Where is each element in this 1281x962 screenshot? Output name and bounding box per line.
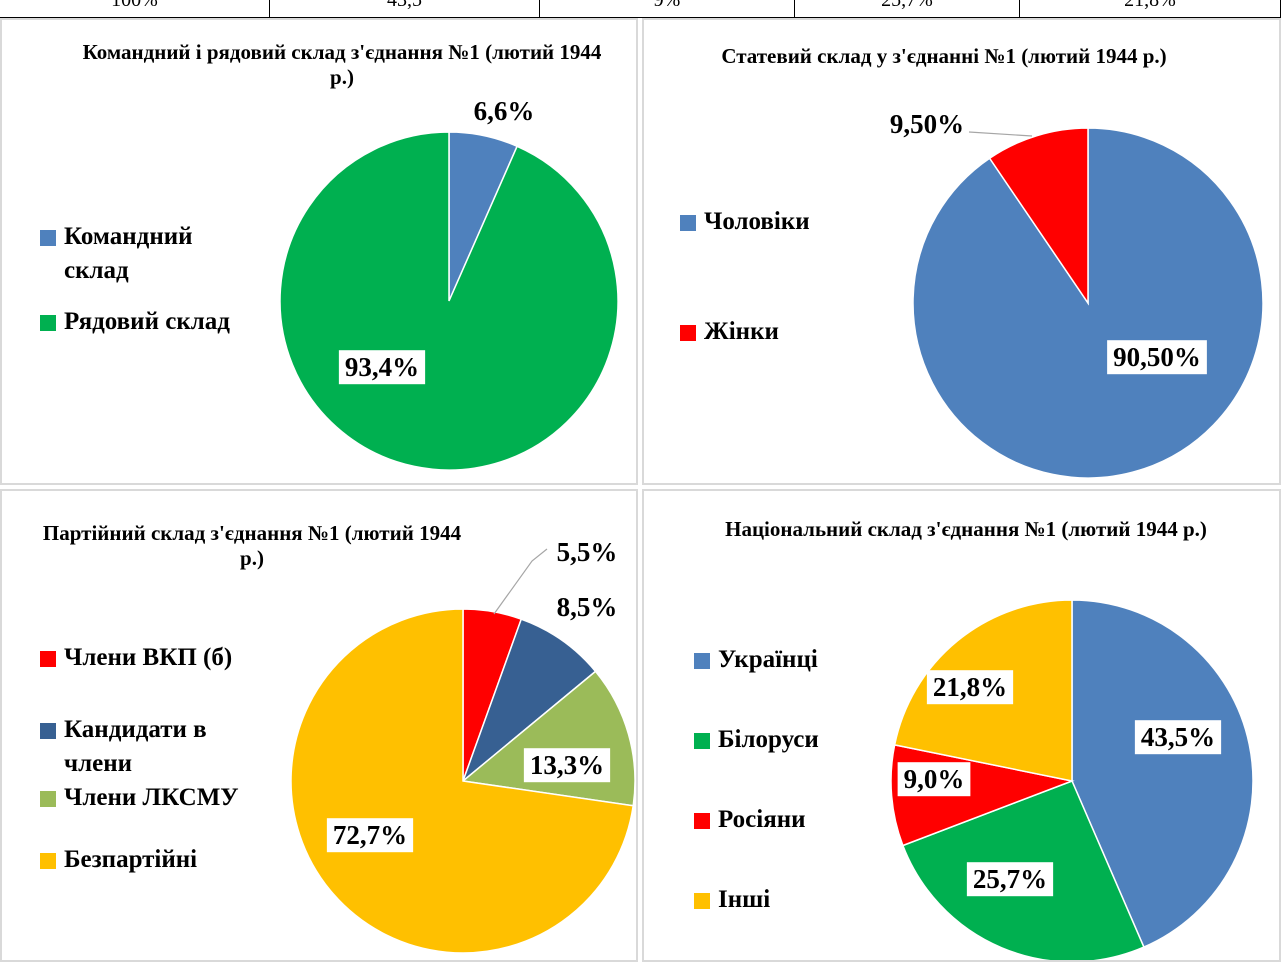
chart-title: Національний склад з'єднання №1 (лютий 1…	[725, 517, 1207, 541]
legend-swatch	[694, 813, 710, 829]
pie-slice	[461, 618, 597, 784]
chart-title: Партійний склад з'єднання №1 (лютий 1944…	[42, 521, 462, 570]
legend-label: Безпартійні	[64, 846, 198, 873]
legend-label: Члени ЛКСМУ	[64, 784, 239, 811]
label-box	[926, 670, 1014, 705]
label-box	[326, 818, 414, 853]
legend-item: Командний склад	[40, 220, 254, 288]
legend-swatch	[40, 651, 56, 667]
legend-item: Кандидати в члени	[40, 713, 254, 781]
table-cell: 21,8%	[1020, 0, 1281, 17]
data-label: 90,50%	[1113, 342, 1201, 372]
legend-label: Члени ВКП (б)	[64, 644, 233, 671]
data-label: 72,7%	[333, 820, 407, 850]
legend-item: Інші	[694, 883, 908, 917]
legend-item: Жінки	[680, 315, 894, 349]
pie-slice	[988, 127, 1089, 306]
legend-item: Члени ВКП (б)	[40, 641, 254, 675]
data-label: 9,0%	[904, 764, 965, 794]
legend-item: Рядовий склад	[40, 305, 254, 339]
pie-chart: 90,50% 9,50%	[890, 109, 1264, 479]
legend-label: Українці	[718, 646, 818, 673]
chart-title: Статевий склад у з'єднанні №1 (лютий 194…	[721, 44, 1167, 68]
legend-item: Члени ЛКСМУ	[40, 781, 254, 815]
legend-label: Рядовий склад	[64, 308, 230, 335]
table-cell: 25,7%	[795, 0, 1020, 17]
legend-swatch	[40, 315, 56, 331]
label-box	[1107, 340, 1207, 375]
legend-label: Кандидати в члени	[64, 716, 207, 777]
data-label: 93,4%	[345, 352, 419, 382]
legend-swatch	[680, 215, 696, 231]
legend-swatch	[694, 733, 710, 749]
label-box	[897, 762, 971, 797]
table-row: 100% 43,5 9% 25,7% 21,8%	[0, 0, 1281, 18]
label-box	[523, 748, 611, 783]
leader-line	[968, 131, 1033, 137]
data-label: 21,8%	[933, 672, 1007, 702]
data-label: 8,5%	[557, 592, 618, 622]
label-box	[966, 862, 1054, 897]
data-label: 6,6%	[474, 96, 535, 126]
chart-panel: 6,6% 93,4% Командний і рядовий склад з'єдн…	[0, 18, 638, 485]
pie-slice	[1071, 599, 1254, 949]
table-cell: 9%	[540, 0, 795, 17]
legend-item: Безпартійні	[40, 843, 254, 877]
legend-item: Українці	[694, 643, 908, 677]
legend-item: Росіяни	[694, 803, 908, 837]
legend-label: Жінки	[704, 318, 779, 345]
table-cell: 100%	[0, 0, 270, 17]
table-cell: 43,5	[270, 0, 540, 17]
legend-swatch	[694, 893, 710, 909]
pie-chart: 5,5% 8,5% 13,3% 72,7%	[290, 537, 636, 954]
data-label: 13,3%	[530, 750, 604, 780]
data-label: 5,5%	[557, 537, 618, 567]
legend-label: Інші	[718, 886, 771, 913]
leader-line	[493, 548, 548, 615]
legend-swatch	[680, 325, 696, 341]
legend-label: Росіяни	[718, 806, 806, 833]
data-label: 9,50%	[890, 109, 964, 139]
legend-item: Білоруси	[694, 723, 908, 757]
label-box	[338, 350, 426, 385]
pie-slice	[290, 608, 635, 954]
legend-swatch	[40, 230, 56, 246]
legend-item: Чоловіки	[680, 205, 894, 239]
chart-title: Командний і рядовий склад з'єднання №1 (…	[82, 40, 602, 89]
pie-chart: 43,5% 25,7% 9,0% 21,8%	[890, 599, 1254, 960]
chart-panel: 43,5% 25,7% 9,0% 21,8% Національний склад з'…	[642, 489, 1281, 962]
legend-swatch	[40, 723, 56, 739]
pie-slice	[279, 131, 619, 471]
data-label: 43,5%	[1141, 722, 1215, 752]
legend-swatch	[694, 653, 710, 669]
label-box	[1134, 720, 1222, 755]
data-label: 25,7%	[973, 864, 1047, 894]
legend-label: Чоловіки	[704, 208, 810, 235]
chart-panel: 90,50% 9,50% Статевий склад у з'єднанні №1…	[642, 18, 1281, 485]
legend-label: Білоруси	[718, 726, 819, 753]
pie-chart: 6,6% 93,4%	[279, 96, 619, 471]
legend-swatch	[40, 853, 56, 869]
legend-swatch	[40, 791, 56, 807]
chart-panel: 5,5% 8,5% 13,3% 72,7% Партійний склад з'єдна…	[0, 489, 638, 962]
legend-label: Командний склад	[64, 223, 193, 284]
